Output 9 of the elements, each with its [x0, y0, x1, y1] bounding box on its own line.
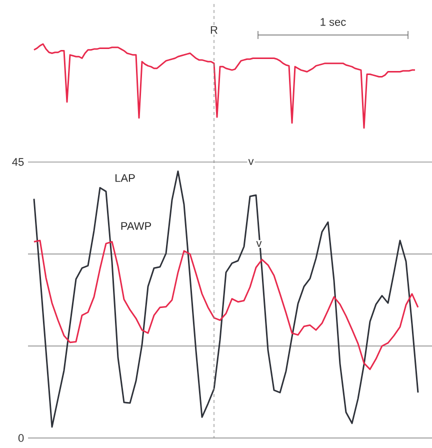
text: R — [210, 26, 218, 34]
series-label: PAWP — [121, 222, 152, 230]
text: 1 sec — [320, 18, 346, 26]
annotation: v — [248, 159, 254, 165]
line-series — [33, 240, 419, 370]
series-label: LAP — [116, 174, 135, 182]
y-tick-label: 0 — [18, 434, 24, 442]
y-tick-label: 45 — [12, 158, 24, 166]
annotation: v — [256, 241, 262, 247]
